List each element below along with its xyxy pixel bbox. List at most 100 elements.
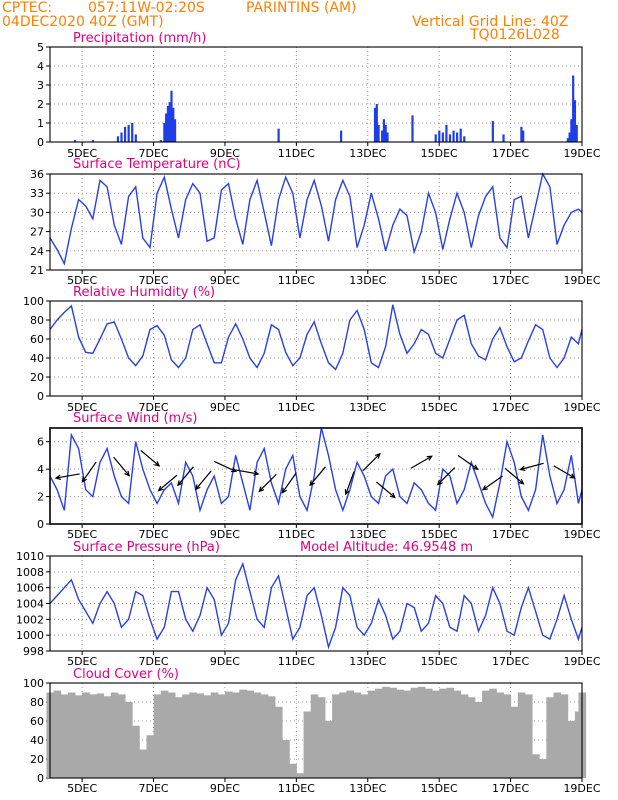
y-tick-label: 20	[30, 753, 44, 766]
cloud-cover-column	[482, 690, 490, 778]
cloud-cover-column	[303, 711, 312, 778]
y-tick-label: 2	[37, 491, 44, 504]
wind-arrow-shaft	[553, 465, 575, 479]
precip-bar	[572, 75, 575, 142]
wind-arrow	[54, 473, 80, 481]
precip-bar	[441, 132, 444, 142]
x-tick-label: 9DEC	[210, 655, 240, 668]
y-tick-label: 60	[30, 715, 44, 728]
wind-arrow	[213, 460, 238, 473]
y-tick-label: 80	[30, 696, 44, 709]
cloud-cover-column	[524, 694, 533, 778]
x-tick-label: 9DEC	[210, 401, 240, 414]
x-tick-label: 19DEC	[563, 274, 600, 287]
wind-arrow	[457, 454, 479, 470]
x-tick-label: 19DEC	[563, 147, 600, 160]
precip-bar	[131, 123, 134, 142]
y-tick-label: 0	[37, 136, 44, 149]
x-tick-label: 9DEC	[210, 528, 240, 541]
x-tick-label: 19DEC	[563, 401, 600, 414]
precip-bar	[166, 105, 170, 142]
series-line	[49, 561, 583, 650]
x-tick-label: 13DEC	[349, 655, 386, 668]
x-tick-label: 11DEC	[278, 782, 315, 795]
y-tick-label: 40	[30, 734, 44, 747]
y-tick-label: 1	[37, 117, 44, 130]
panel-1: 0 1 2 3 4 5 5DEC 7DEC 9DEC 11DEC 13DEC 15DEC 17DEC 19…	[37, 31, 601, 160]
wind-arrow-shaft	[376, 481, 396, 498]
wind-arrow-shaft	[158, 474, 178, 492]
cloud-cover-column	[517, 692, 526, 778]
y-tick-label: 4	[37, 60, 44, 73]
precip-bar	[491, 121, 494, 142]
cloud-cover-column	[175, 697, 183, 778]
cloud-cover-column	[353, 692, 362, 778]
x-tick-label: 13DEC	[349, 782, 386, 795]
precip-bar	[452, 130, 455, 142]
precip-bar	[386, 132, 389, 142]
wind-arrow-head	[253, 470, 260, 476]
wind-arrow-head	[230, 467, 238, 473]
wind-arrow-head	[519, 465, 526, 472]
panel-2: 21 24 27 30 33 36 5DEC 7DEC 9DEC 11DEC 13DEC 15DEC 1…	[30, 157, 601, 287]
cloud-cover-column	[189, 692, 197, 778]
panel-title: Relative Humidity (%)	[73, 285, 215, 300]
precip-bar	[456, 132, 459, 142]
cloud-cover-column	[453, 690, 462, 778]
y-tick-label: 60	[30, 333, 44, 346]
cloud-cover-column	[510, 706, 519, 778]
wind-arrow	[376, 481, 396, 499]
precip-bar	[463, 136, 466, 142]
cloud-cover-column	[125, 702, 133, 778]
panel-4: 0 2 4 6 5DEC 7DEC 9DEC 11DEC 13DEC 15DEC 17DEC 19DE…	[37, 411, 601, 541]
cloud-cover-column	[389, 687, 397, 778]
precip-bar	[438, 130, 441, 142]
x-tick-label: 5DEC	[67, 782, 97, 795]
header-grid-note: Vertical Grid Line: 40Z	[412, 14, 569, 30]
wind-arrow	[140, 449, 161, 467]
precip-bar	[448, 134, 452, 142]
wind-arrow-shaft	[281, 472, 297, 494]
x-tick-label: 13DEC	[349, 274, 386, 287]
cloud-cover-column	[210, 692, 219, 778]
wind-arrow-head	[258, 486, 265, 493]
cloud-cover-column	[67, 692, 76, 778]
wind-arrow-head	[81, 476, 88, 483]
cloud-cover-column	[89, 694, 97, 778]
wind-arrow	[157, 474, 178, 492]
cloud-cover-column	[75, 695, 83, 778]
y-tick-label: 21	[30, 264, 44, 277]
wind-arrow-head	[472, 464, 479, 470]
panel-5: 998 1000 1002 1004 1006 1008 1010 5DEC 7DEC 9DEC 1…	[16, 540, 601, 668]
precip-bar	[172, 107, 175, 142]
wind-arrow-head	[518, 478, 525, 485]
wind-arrow-head	[426, 455, 433, 461]
wind-arrow-head	[481, 485, 488, 491]
wind-arrow-shaft	[140, 449, 160, 467]
wind-arrow-shaft	[504, 467, 524, 485]
x-tick-label: 9DEC	[210, 147, 240, 160]
cloud-cover-column	[239, 689, 247, 778]
y-tick-label: 6	[37, 436, 44, 449]
cloud-cover-column	[296, 773, 305, 778]
cloud-cover-column	[467, 697, 476, 778]
wind-arrow-head	[309, 480, 315, 487]
wind-arrow	[281, 472, 297, 494]
panel-frame	[49, 46, 583, 143]
y-tick-label: 30	[30, 206, 44, 219]
wind-arrow-shaft	[234, 469, 259, 475]
wind-arrow-shaft	[410, 455, 433, 469]
wind-arrow-shaft	[213, 460, 237, 473]
cloud-cover-column	[117, 694, 126, 778]
wind-arrow-shaft	[362, 453, 381, 472]
header-location: PARINTINS (AM)	[246, 0, 357, 16]
cloud-cover-column	[153, 694, 162, 778]
x-tick-label: 7DEC	[138, 528, 168, 541]
cloud-cover-column	[225, 691, 233, 778]
x-tick-label: 17DEC	[492, 147, 529, 160]
precip-bar	[120, 132, 123, 142]
cloud-cover-column	[553, 692, 562, 778]
cloud-cover-column	[324, 721, 333, 778]
header-coords: 057:11W-02:20S	[88, 0, 205, 16]
cloud-cover-column	[289, 763, 297, 778]
